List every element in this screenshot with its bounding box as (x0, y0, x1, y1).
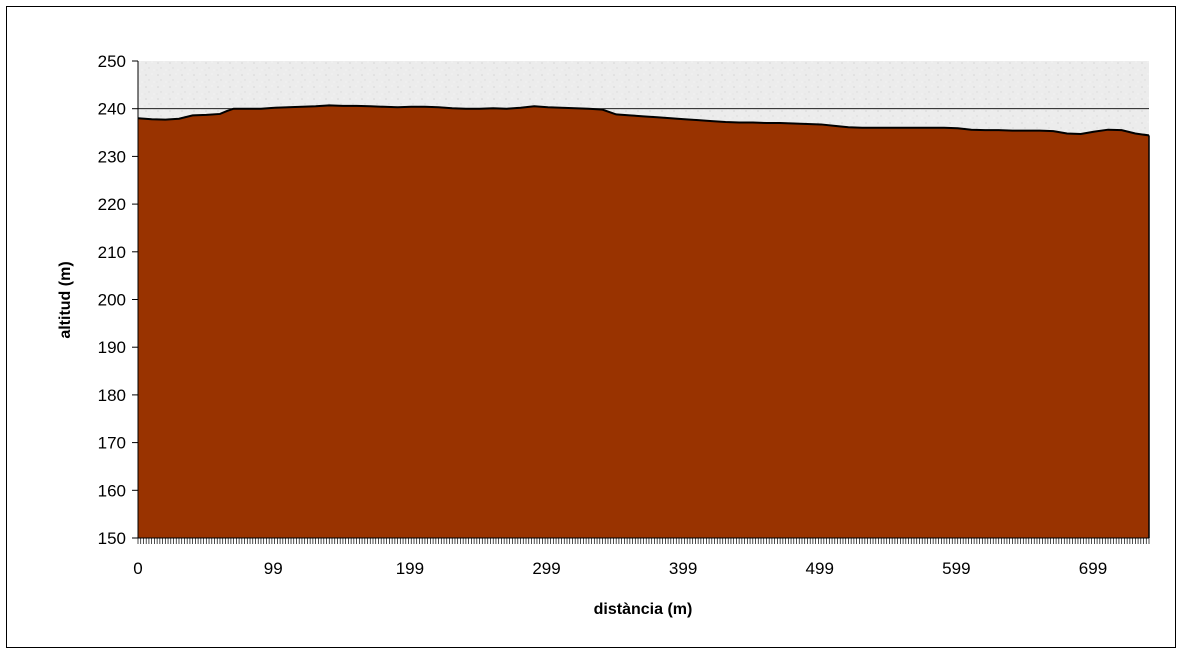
y-axis-title: altitud (m) (57, 261, 74, 338)
x-tick-label: 399 (669, 559, 697, 578)
y-tick-label: 150 (98, 529, 126, 548)
y-tick-label: 170 (98, 434, 126, 453)
terrain-area-layer (137, 104, 1150, 539)
x-tick-label: 599 (942, 559, 970, 578)
x-tick-label: 699 (1079, 559, 1107, 578)
terrain-area (138, 105, 1149, 539)
x-tick-label: 199 (396, 559, 424, 578)
terrain-outline (137, 104, 1150, 137)
y-tick-label: 230 (98, 147, 126, 166)
y-tick-label: 200 (98, 291, 126, 310)
y-tick-label: 180 (98, 386, 126, 405)
y-tick-label: 220 (98, 195, 126, 214)
x-tick-label: 299 (532, 559, 560, 578)
y-tick-layer: 150 160 170 180 190 200 210 220 230 240 250 (98, 52, 138, 548)
x-tick-label: 99 (264, 559, 283, 578)
y-tick-label: 190 (98, 338, 126, 357)
y-tick-label: 160 (98, 481, 126, 500)
x-tick-layer: 0 99 199 299 399 499 599 699 (133, 538, 1150, 578)
y-tick-label: 250 (98, 52, 126, 71)
x-minor-ticks (137, 538, 1150, 544)
x-axis-title: distància (m) (594, 601, 693, 618)
y-tick-label: 210 (98, 243, 126, 262)
x-tick-label: 0 (133, 559, 142, 578)
x-tick-label: 499 (806, 559, 834, 578)
y-tick-label: 240 (98, 100, 126, 119)
